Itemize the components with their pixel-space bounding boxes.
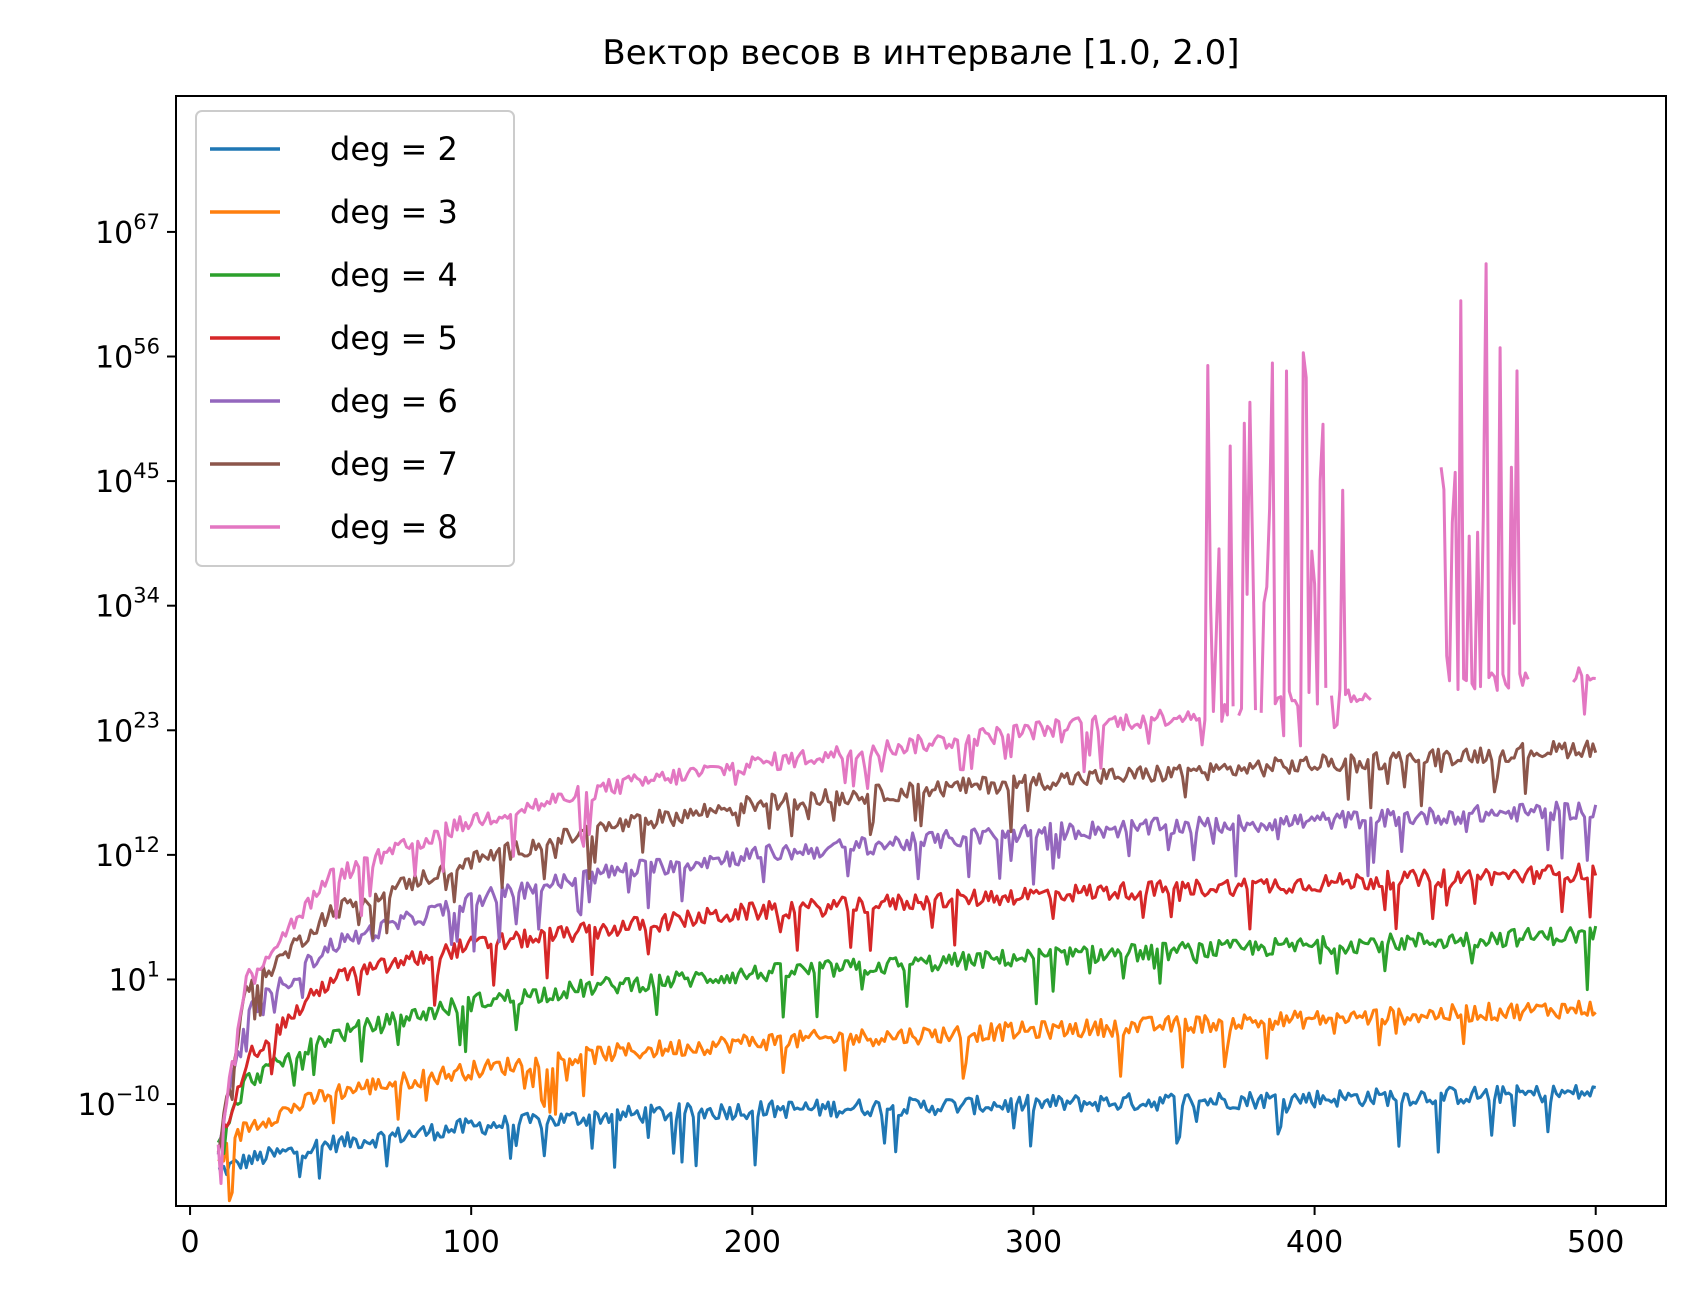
legend-label: deg = 6	[330, 382, 458, 420]
legend: deg = 2 deg = 3 deg = 4 deg = 5 deg = 6 deg =…	[195, 110, 515, 567]
x-tick-label: 400	[1286, 1225, 1343, 1260]
y-axis-ticks: 10−10 101 1012 1023 1034 1045 1056 1067	[77, 210, 176, 1123]
series-layer	[216, 262, 1598, 1203]
series-line-deg-8	[1237, 400, 1257, 717]
legend-label: deg = 5	[330, 319, 458, 357]
x-tick-label: 300	[1005, 1225, 1062, 1260]
series-line-deg-5	[217, 862, 1598, 1148]
x-tick-label: 500	[1567, 1225, 1624, 1260]
x-tick-label: 0	[181, 1225, 200, 1260]
legend-label: deg = 8	[330, 508, 458, 546]
series-line-deg-4	[216, 925, 1598, 1156]
series-line-deg-8	[1259, 351, 1328, 748]
x-tick-label: 100	[443, 1225, 500, 1260]
chart-title: Вектор весов в интервале [1.0, 2.0]	[602, 33, 1239, 73]
legend-label: deg = 3	[330, 193, 458, 231]
y-tick-label: 1034	[95, 584, 160, 625]
y-tick-label: 101	[108, 957, 160, 998]
y-tick-label: 1045	[95, 459, 160, 500]
series-line-deg-8	[216, 364, 1235, 1185]
plot-frame	[175, 95, 1667, 1207]
y-tick-label: 1012	[95, 833, 160, 874]
legend-label: deg = 7	[330, 445, 458, 483]
series-line-deg-2	[217, 1084, 1597, 1180]
y-tick-label: 1067	[95, 210, 160, 251]
y-tick-label: 10−10	[77, 1082, 160, 1123]
y-tick-label: 1056	[95, 335, 160, 376]
series-line-deg-8	[1439, 262, 1530, 692]
y-tick-label: 1023	[95, 708, 160, 749]
legend-label: deg = 4	[330, 256, 458, 294]
legend-box	[195, 110, 515, 567]
legend-label: deg = 2	[330, 130, 458, 168]
x-tick-label: 200	[724, 1225, 781, 1260]
series-line-deg-7	[216, 739, 1598, 1153]
series-line-deg-3	[217, 999, 1597, 1203]
series-line-deg-6	[216, 800, 1598, 1155]
series-line-deg-8	[1572, 666, 1596, 716]
x-axis-ticks: 0 100 200 300 400 500	[181, 1206, 1624, 1260]
series-line-deg-8	[1330, 488, 1372, 730]
